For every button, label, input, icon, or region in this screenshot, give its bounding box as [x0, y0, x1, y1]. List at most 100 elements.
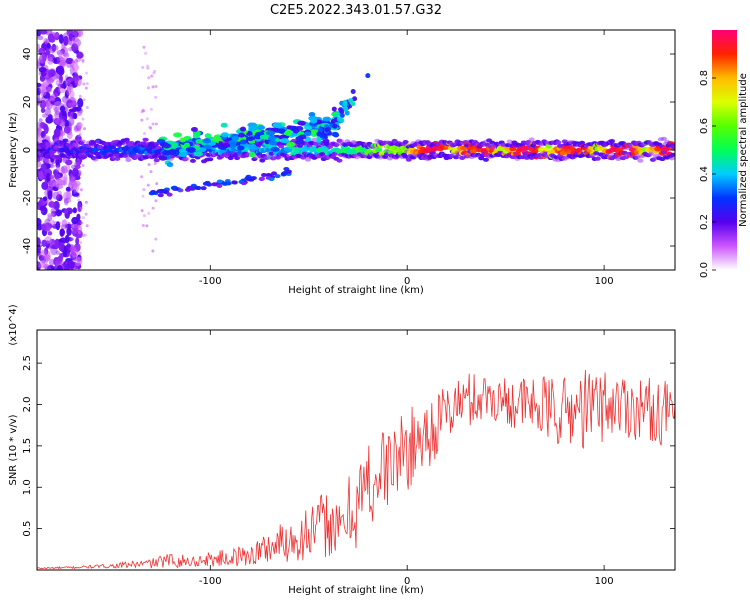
spectrogram-cell [46, 30, 53, 34]
spectrogram-cell [64, 79, 71, 85]
spectrogram-cell [200, 186, 207, 191]
spectrogram-cell [45, 158, 51, 164]
spectrogram-cell [50, 93, 56, 102]
spectrogram-cell [482, 157, 489, 162]
spectrogram-cell [75, 158, 81, 167]
snr-x-tick-label: 100 [595, 576, 614, 587]
spectrogram-cell [84, 212, 88, 216]
spectrogram-cell [123, 137, 130, 142]
spectrogram-panel: -100 0 100 -40 -20 0 20 40 Height of straight … [8, 29, 676, 296]
spectrogram-cell [39, 255, 47, 264]
spectrogram-cell [55, 163, 61, 173]
spectrogram-cell [81, 163, 85, 167]
spectrogram-cell [57, 50, 63, 57]
spectrogram-cell [375, 147, 383, 153]
spectrogram-cell [145, 224, 149, 228]
colorbar-ramp [712, 30, 737, 270]
spectrogram-cell [65, 164, 71, 172]
spectrogram-cell [318, 127, 324, 133]
spectrogram-cell [154, 199, 158, 203]
spectrogram-cell [47, 212, 55, 218]
spectrogram-cell [79, 206, 83, 210]
spectrogram-cell [170, 185, 177, 190]
spectrogram-cell [216, 184, 223, 189]
spectrogram-cell [77, 224, 81, 228]
spectrogram-cell [49, 45, 56, 54]
figure-title: C2E5.2022.343.01.57.G32 [270, 3, 442, 18]
spectrogram-cell [308, 112, 316, 118]
spectrogram-cell [153, 69, 157, 73]
spectrogram-cell [298, 134, 307, 140]
spectrogram-y-tick-label: 20 [22, 96, 33, 109]
spectrogram-cell [44, 107, 52, 117]
spectrogram-cell [304, 157, 311, 162]
spectrogram-cell [81, 234, 85, 238]
spectrogram-cell [77, 128, 81, 132]
spectrogram-cell [331, 106, 337, 112]
spectrogram-cell [72, 112, 78, 120]
colorbar-tick-label: 0.2 [699, 214, 710, 230]
spectrogram-cell [62, 138, 69, 143]
colorbar-ticks: 0.0 0.2 0.4 0.6 0.8 [699, 70, 716, 278]
spectrogram-cell [330, 118, 336, 124]
spectrogram-cell [56, 265, 63, 270]
spectrogram-cell [71, 216, 79, 225]
spectrogram-cell [54, 101, 62, 107]
spectrogram-cell [40, 81, 49, 89]
spectrogram-cell [344, 110, 350, 116]
spectrogram-cell [183, 142, 191, 148]
spectrogram-cell [189, 158, 196, 163]
spectrogram-cell [71, 63, 79, 72]
spectrogram-x-tick-label: -100 [199, 276, 222, 287]
spectrogram-cell [38, 263, 47, 268]
spectrogram-cell [84, 71, 88, 75]
spectrogram-cell [84, 200, 88, 204]
spectrogram-cell [668, 156, 675, 161]
spectrogram-cell [59, 131, 66, 137]
spectrogram-cell [195, 186, 202, 191]
spectrogram-cell [257, 125, 266, 131]
spectrogram-cell [67, 112, 75, 119]
spectrogram-cell [37, 35, 44, 41]
spectrogram-cell [55, 183, 64, 190]
spectrogram-cell [258, 177, 265, 182]
spectrogram-y-label: Frequency (Hz) [8, 112, 19, 188]
spectrogram-cell [240, 181, 247, 186]
spectrogram-cell [66, 260, 75, 269]
spectrogram-cell [220, 122, 228, 128]
spectrogram-cell [225, 181, 232, 186]
spectrogram-cell [140, 209, 144, 213]
spectrogram-cell [78, 251, 82, 255]
spectrogram-cell [80, 221, 84, 225]
spectrogram-cell [211, 182, 218, 187]
spectrogram-cell [144, 51, 148, 55]
spectrogram-cell [319, 133, 325, 139]
snr-x-tick-label: -100 [199, 576, 222, 587]
spectrogram-cell [41, 239, 48, 247]
spectrogram-cell [579, 140, 586, 145]
spectrogram-cell [58, 118, 66, 127]
spectrogram-cell [56, 156, 63, 161]
spectrogram-cell [166, 162, 174, 168]
spectrogram-cell [85, 105, 89, 109]
snr-x-tick-label: 0 [404, 576, 410, 587]
snr-y-multiplier: (x10^4) [8, 304, 19, 345]
spectrogram-cell [238, 132, 245, 138]
spectrogram-cell [141, 194, 145, 198]
spectrogram-cell [69, 245, 77, 252]
spectrogram-cell [47, 114, 53, 120]
spectrogram-cell [39, 197, 44, 206]
spectrogram-cell [38, 47, 45, 56]
spectrogram-cell [478, 156, 485, 161]
spectrogram-cell [295, 139, 305, 145]
spectrogram-cell [342, 101, 348, 107]
spectrogram-cell [265, 130, 276, 136]
spectrogram-cell [47, 190, 53, 200]
spectrogram-cell [142, 137, 149, 142]
spectrogram-cell [153, 161, 157, 165]
spectrogram-cell [149, 126, 153, 130]
spectrogram-y-tick-label: 40 [22, 48, 33, 61]
colorbar-label: Normalized spectral amplitude [738, 73, 749, 227]
spectrogram-cell [204, 180, 211, 185]
